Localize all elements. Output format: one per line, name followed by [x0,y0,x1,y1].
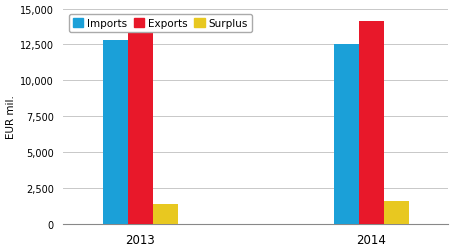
Bar [334,45,359,224]
Bar [384,201,409,224]
Y-axis label: EUR mil.: EUR mil. [5,95,15,139]
Legend: Imports, Exports, Surplus: Imports, Exports, Surplus [69,15,252,33]
Bar [153,204,178,224]
Bar [359,22,384,224]
Bar [128,21,153,224]
Bar [103,41,128,224]
